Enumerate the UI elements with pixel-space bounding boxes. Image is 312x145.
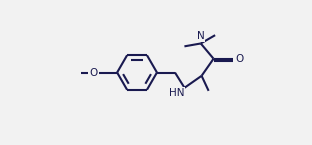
Text: HN: HN xyxy=(169,88,184,98)
Text: O: O xyxy=(235,54,244,64)
Text: N: N xyxy=(197,31,205,41)
Text: O: O xyxy=(89,68,97,77)
